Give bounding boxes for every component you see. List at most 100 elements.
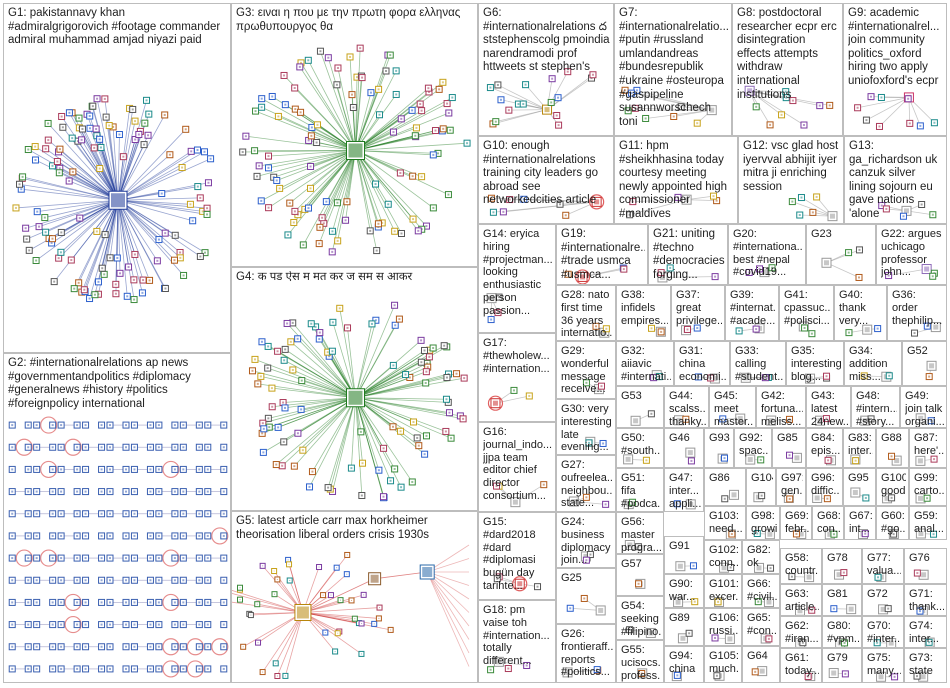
group-g47: G47: inter... appli... [664, 468, 704, 512]
group-label: G81 [827, 588, 848, 600]
edge [117, 199, 193, 222]
self-loop-edge [186, 638, 204, 656]
edge [307, 60, 356, 151]
vertex-image [348, 143, 363, 158]
group-graph-g59 [915, 528, 938, 539]
vertex-image [133, 253, 136, 256]
vertex-image [143, 122, 146, 125]
vertex-image [20, 188, 23, 191]
edge [302, 612, 355, 620]
edge [115, 200, 119, 285]
vertex-image [260, 97, 263, 100]
vertex-image [842, 571, 845, 574]
group-graph-g18 [487, 656, 531, 674]
vertex-image [182, 557, 185, 560]
vertex-image [35, 424, 38, 427]
edge [302, 612, 360, 624]
vertex-image [395, 93, 398, 96]
group-label: G87: here'... [914, 432, 944, 457]
vertex-image [35, 579, 38, 582]
edge [117, 114, 166, 201]
vertex-image [149, 623, 152, 626]
self-loop-edge [512, 576, 528, 592]
vertex-image [862, 418, 868, 424]
group-label: G18: pm vaise toh #internation... totall… [483, 604, 550, 668]
vertex-image [631, 200, 634, 203]
vertex-image [637, 582, 640, 585]
group-g25: G25 [556, 568, 616, 624]
group-label: G54: seeking #filipino... [621, 600, 661, 638]
edge [261, 150, 356, 202]
group-graph-g28 [592, 322, 610, 338]
vertex-image [173, 424, 176, 427]
vertex-image [378, 617, 380, 619]
edge [58, 199, 119, 259]
group-g11: G11: hpm #sheikhhasina today courtesy me… [614, 136, 738, 224]
vertex-image [307, 139, 310, 142]
edge [299, 66, 356, 151]
vertex-image [595, 325, 598, 328]
group-g31: G31: china economi... [674, 341, 730, 386]
vertex-image [913, 332, 916, 335]
edge [355, 136, 416, 151]
vertex-image [198, 623, 201, 626]
vertex-image [58, 148, 61, 151]
group-graph-g84 [824, 455, 836, 466]
edge [351, 397, 356, 469]
vertex-image [222, 601, 225, 604]
edge [117, 200, 144, 281]
vertex-image [35, 645, 38, 648]
vertex-image [858, 276, 861, 279]
vertex-image [359, 47, 362, 50]
group-label: G17: #thewholew... #internation... [483, 337, 550, 375]
vertex-image [337, 632, 339, 634]
vertex-image [109, 256, 112, 259]
vertex-image [755, 328, 758, 331]
vertex-image [692, 564, 695, 567]
vertex-image [890, 496, 893, 499]
edge [319, 150, 356, 228]
vertex-image [714, 275, 717, 278]
edge [355, 70, 397, 151]
vertex-image [267, 206, 270, 209]
vertex-image [198, 490, 201, 493]
vertex-image [398, 318, 401, 321]
vertex-image [644, 117, 647, 120]
edge [21, 188, 119, 201]
vertex-image [105, 116, 108, 119]
group-graph-g27 [568, 493, 610, 508]
vertex-image [196, 185, 199, 188]
vertex-image [310, 134, 313, 137]
self-loop-edge [211, 527, 229, 545]
group-g4: G4: क पड ऐस म मत कर ज सम स आकर [231, 267, 478, 511]
edge [277, 350, 356, 399]
group-label: G19: #internationalre... #trade usmca #u… [561, 228, 645, 281]
group-graph-g26 [562, 666, 602, 678]
vertex-image [61, 126, 64, 129]
self-loop-edge [64, 438, 82, 456]
group-label: G67: int... [849, 510, 873, 535]
vertex-image [276, 578, 278, 580]
vertex-image [423, 453, 426, 456]
vertex-image [690, 459, 693, 462]
vertex-image [206, 213, 209, 216]
vertex-image [133, 601, 136, 604]
vertex-image [596, 668, 599, 671]
vertex-image [198, 601, 201, 604]
vertex-image [307, 207, 310, 210]
vertex-image [98, 138, 101, 141]
vertex-image [370, 322, 373, 325]
group-graph-g105 [713, 670, 725, 681]
group-graph-g54 [626, 626, 656, 638]
vertex-image [336, 239, 339, 242]
vertex-image [903, 208, 909, 214]
vertex-image [277, 115, 280, 118]
vertex-image [182, 446, 185, 449]
vertex-image [737, 416, 743, 422]
group-g57: G57 [616, 554, 664, 596]
edge [232, 590, 304, 613]
vertex-image [797, 608, 803, 614]
edge [91, 106, 119, 201]
vertex-image [880, 606, 886, 612]
vertex-image [157, 534, 160, 537]
